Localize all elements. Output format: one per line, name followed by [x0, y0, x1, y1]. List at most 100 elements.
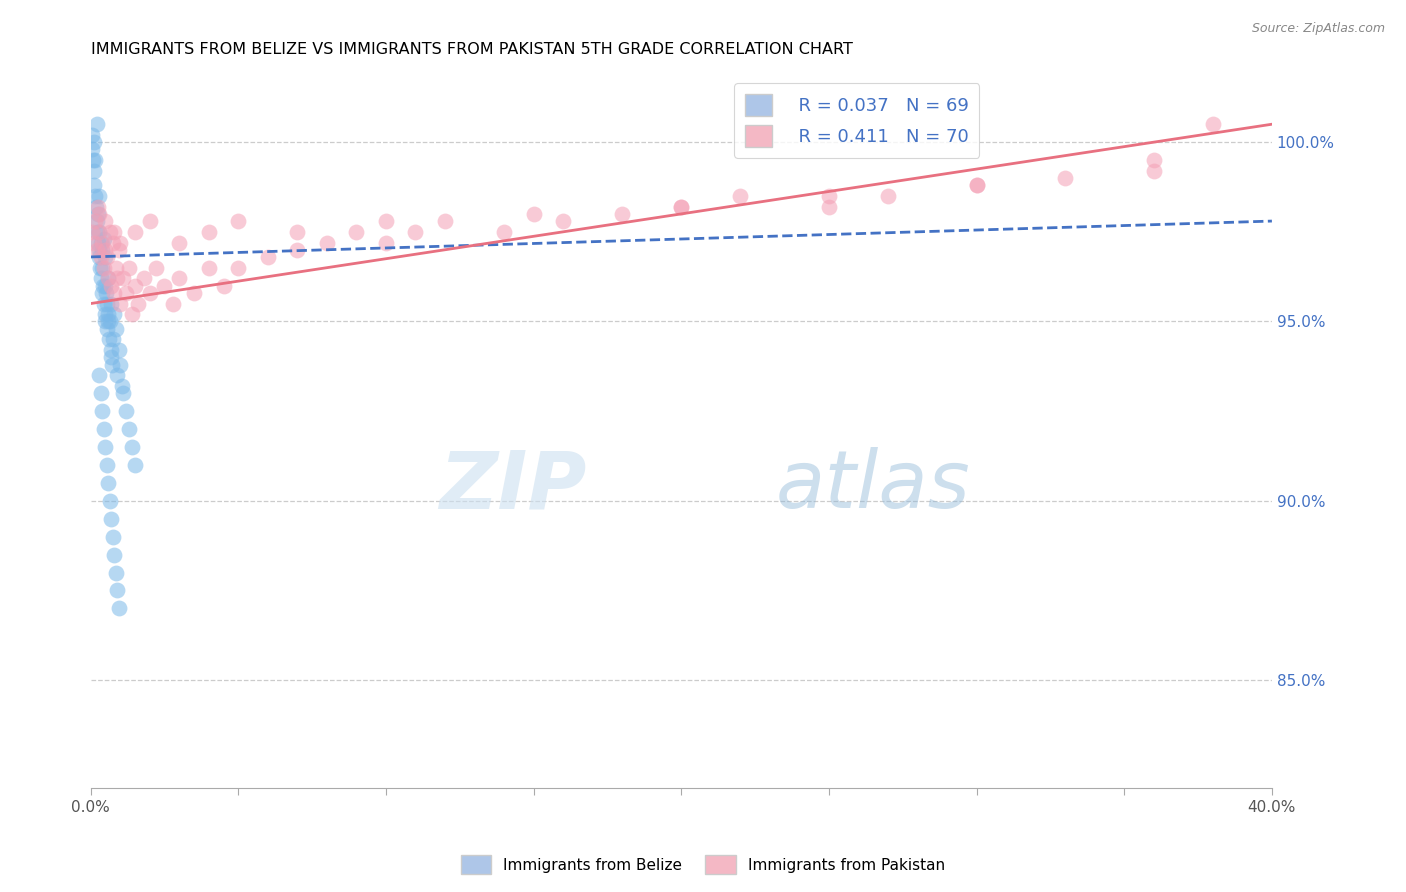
Point — [97, 475, 120, 490]
Point — [89, 250, 111, 264]
Point — [80, 128, 103, 142]
Point — [93, 422, 115, 436]
Point — [94, 250, 117, 264]
Point — [94, 314, 117, 328]
Point — [374, 214, 396, 228]
Point — [374, 235, 396, 250]
Text: IMMIGRANTS FROM BELIZE VS IMMIGRANTS FROM PAKISTAN 5TH GRADE CORRELATION CHART: IMMIGRANTS FROM BELIZE VS IMMIGRANTS FRO… — [90, 42, 852, 57]
Point — [145, 260, 167, 275]
Point — [153, 278, 176, 293]
Point — [83, 135, 105, 149]
Point — [877, 189, 900, 203]
Point — [87, 207, 110, 221]
Point — [115, 285, 138, 300]
Point — [118, 422, 141, 436]
Point — [94, 278, 117, 293]
Point — [101, 358, 124, 372]
Point — [86, 225, 108, 239]
Point — [183, 285, 205, 300]
Point — [105, 583, 128, 598]
Point — [966, 178, 988, 193]
Point — [89, 368, 111, 383]
Point — [104, 321, 127, 335]
Legend:   R = 0.037   N = 69,   R = 0.411   N = 70: R = 0.037 N = 69, R = 0.411 N = 70 — [734, 83, 980, 158]
Point — [94, 214, 117, 228]
Point — [553, 214, 575, 228]
Point — [127, 296, 149, 310]
Point — [100, 296, 122, 310]
Point — [121, 307, 143, 321]
Point — [226, 260, 249, 275]
Point — [107, 343, 129, 358]
Point — [818, 200, 841, 214]
Point — [494, 225, 516, 239]
Point — [124, 278, 146, 293]
Point — [84, 214, 107, 228]
Point — [83, 235, 105, 250]
Point — [96, 250, 118, 264]
Point — [1202, 117, 1225, 131]
Point — [104, 566, 127, 580]
Legend: Immigrants from Belize, Immigrants from Pakistan: Immigrants from Belize, Immigrants from … — [454, 849, 952, 880]
Point — [138, 214, 160, 228]
Point — [108, 235, 131, 250]
Point — [97, 271, 120, 285]
Point — [86, 243, 108, 257]
Point — [97, 314, 120, 328]
Point — [315, 235, 337, 250]
Point — [89, 225, 111, 239]
Point — [89, 207, 111, 221]
Point — [111, 379, 134, 393]
Point — [94, 285, 117, 300]
Text: atlas: atlas — [776, 448, 970, 525]
Point — [121, 440, 143, 454]
Point — [80, 225, 103, 239]
Point — [83, 178, 105, 193]
Point — [103, 548, 125, 562]
Point — [167, 235, 190, 250]
Point — [671, 200, 693, 214]
Point — [612, 207, 634, 221]
Point — [100, 512, 122, 526]
Point — [107, 601, 129, 615]
Point — [94, 440, 117, 454]
Point — [124, 458, 146, 472]
Point — [138, 285, 160, 300]
Point — [96, 458, 118, 472]
Point — [97, 307, 120, 321]
Point — [89, 189, 111, 203]
Point — [108, 296, 131, 310]
Text: ZIP: ZIP — [440, 448, 586, 525]
Point — [404, 225, 426, 239]
Point — [91, 278, 114, 293]
Point — [104, 260, 127, 275]
Point — [90, 235, 112, 250]
Point — [84, 153, 107, 167]
Point — [90, 243, 112, 257]
Point — [523, 207, 546, 221]
Point — [89, 225, 111, 239]
Point — [118, 260, 141, 275]
Point — [90, 386, 112, 401]
Point — [105, 368, 128, 383]
Point — [115, 404, 138, 418]
Point — [730, 189, 752, 203]
Point — [86, 117, 108, 131]
Point — [197, 225, 219, 239]
Point — [108, 358, 131, 372]
Point — [96, 296, 118, 310]
Point — [101, 235, 124, 250]
Point — [285, 225, 308, 239]
Point — [1054, 171, 1077, 186]
Point — [112, 271, 135, 285]
Point — [100, 351, 122, 365]
Point — [105, 271, 128, 285]
Point — [132, 271, 155, 285]
Point — [285, 243, 308, 257]
Point — [94, 243, 117, 257]
Point — [98, 493, 121, 508]
Point — [197, 260, 219, 275]
Point — [97, 333, 120, 347]
Point — [87, 235, 110, 250]
Point — [124, 225, 146, 239]
